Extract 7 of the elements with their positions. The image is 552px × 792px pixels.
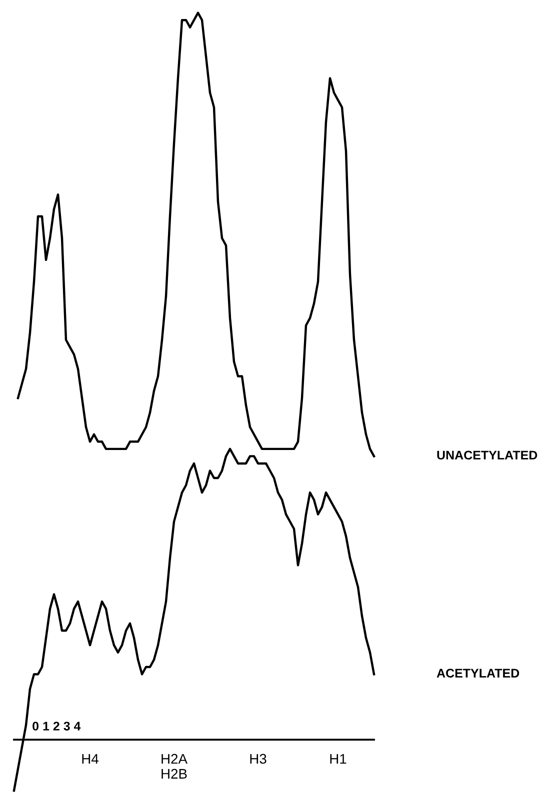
x-tick-label: H2A H2B xyxy=(162,754,188,779)
annotation: 0 1 2 3 4 xyxy=(32,722,81,731)
text: UNACETYLATED xyxy=(437,450,538,460)
x-tick-label: H3 xyxy=(250,754,266,764)
x-tick-label: H1 xyxy=(330,754,346,764)
x-tick-label: H4 xyxy=(82,754,98,764)
text: ACETYLATED xyxy=(436,668,520,678)
